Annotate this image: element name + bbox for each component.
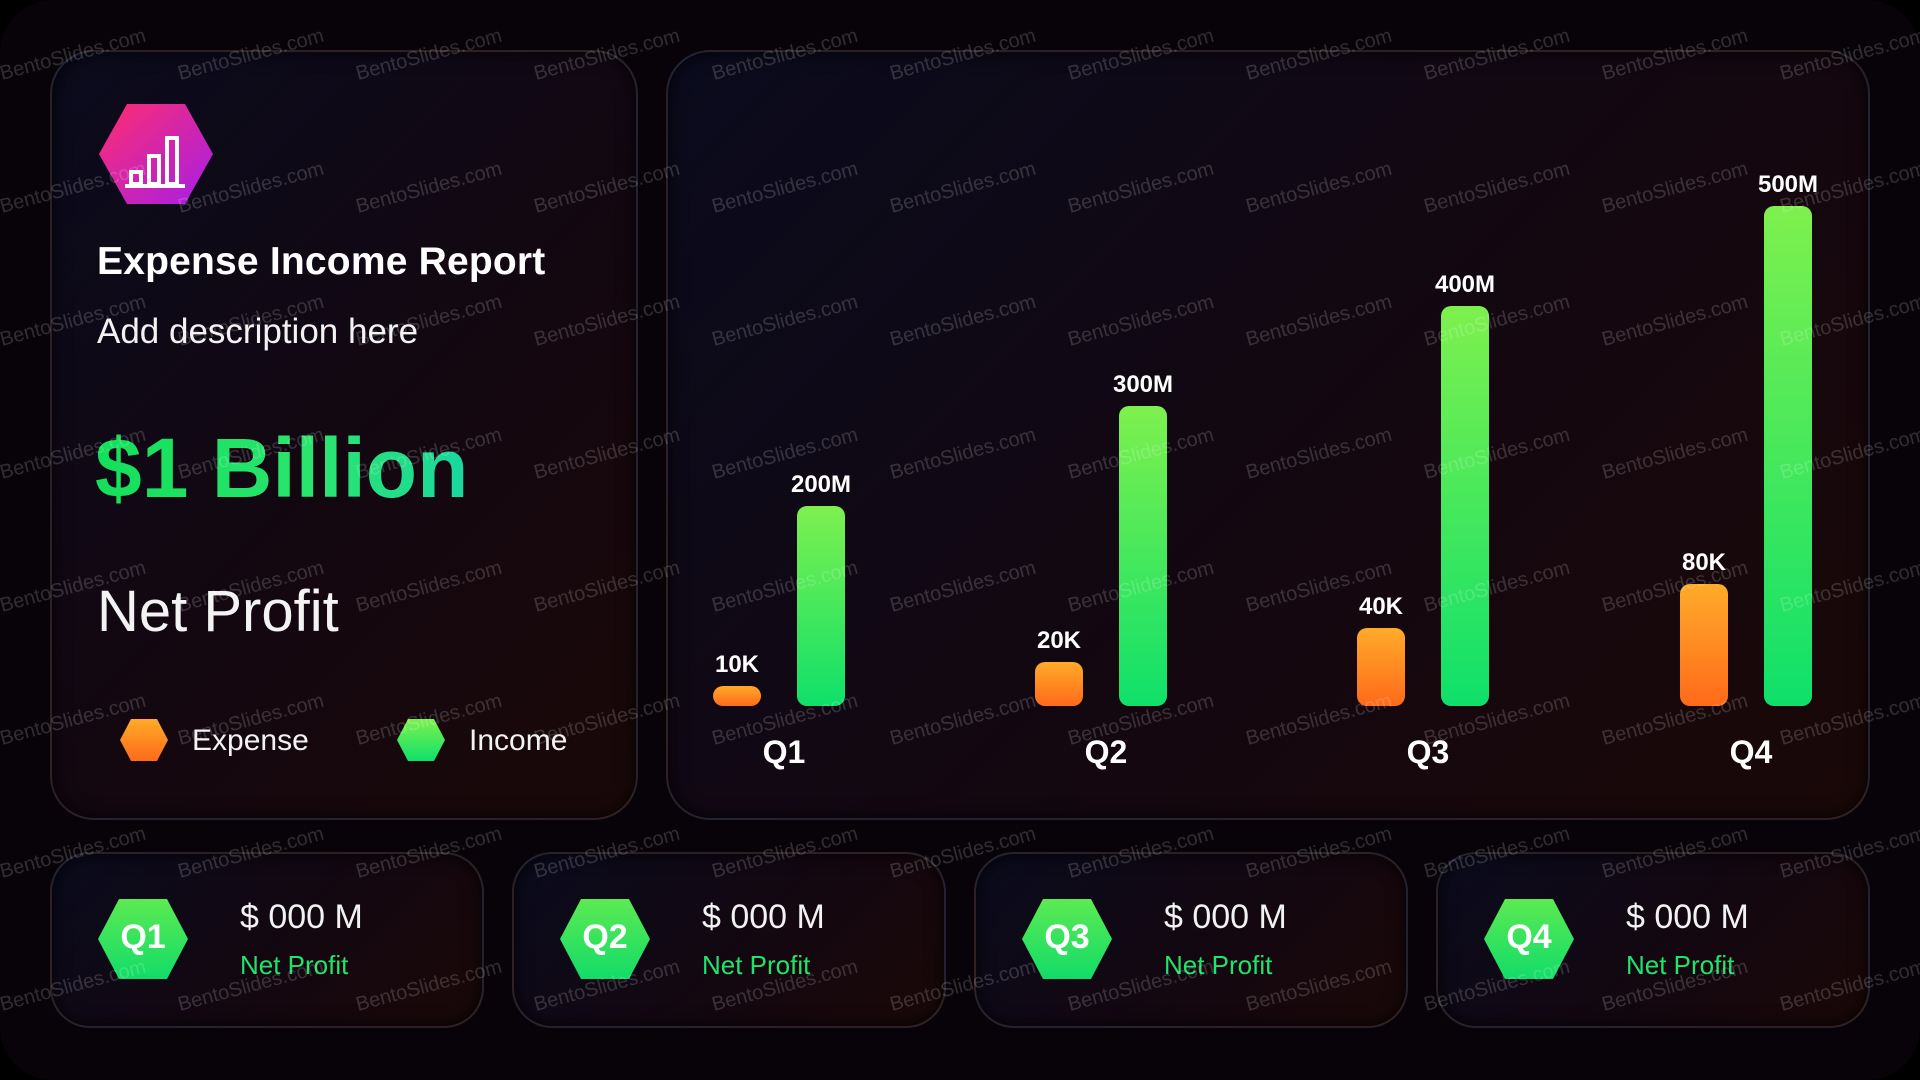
income-legend-label: Income [469, 724, 568, 757]
bar-income-q4 [1764, 206, 1812, 706]
net-profit-label: Net Profit [97, 579, 339, 644]
quarter-badge-icon [98, 899, 188, 979]
bar-income-q3 [1441, 306, 1489, 706]
x-tick-label-q3: Q3 [1407, 734, 1450, 770]
data-label-income-q1: 200M [791, 471, 851, 498]
x-tick-label-q4: Q4 [1730, 734, 1773, 770]
x-tick-label-q1: Q1 [763, 734, 806, 770]
bar-expense-q3 [1357, 628, 1405, 706]
bar-income-q2 [1119, 406, 1167, 706]
expense-legend-icon [120, 719, 168, 761]
bar-expense-q2 [1035, 662, 1083, 706]
data-label-income-q4: 500M [1758, 171, 1818, 198]
report-title: Expense Income Report [97, 240, 546, 283]
quarter-badge-icon [560, 899, 650, 979]
chart-card [666, 50, 1870, 820]
bar-income-q1 [797, 506, 845, 706]
bar-expense-q1 [713, 686, 761, 706]
quarter-badge-label: Q1 [120, 918, 166, 956]
quarter-net-profit-value: $ 000 M [702, 898, 825, 936]
quarter-net-profit-value: $ 000 M [240, 898, 363, 936]
expense-legend-label: Expense [192, 724, 309, 757]
quarter-net-profit-value: $ 000 M [1626, 898, 1749, 936]
quarter-badge-label: Q2 [582, 918, 628, 956]
report-description: Add description here [97, 312, 419, 351]
data-label-expense-q3: 40K [1359, 593, 1404, 620]
data-label-expense-q1: 10K [715, 651, 760, 678]
quarter-net-profit-label: Net Profit [1626, 950, 1735, 980]
data-label-income-q3: 400M [1435, 271, 1495, 298]
x-tick-label-q2: Q2 [1085, 734, 1128, 770]
quarter-net-profit-value: $ 000 M [1164, 898, 1287, 936]
data-label-expense-q4: 80K [1682, 549, 1727, 576]
quarter-net-profit-label: Net Profit [1164, 950, 1273, 980]
bar-expense-q4 [1680, 584, 1728, 706]
quarter-badge-label: Q4 [1506, 918, 1552, 956]
income-legend-icon [397, 719, 445, 761]
net-profit-value: $1 Billion [95, 421, 469, 515]
quarter-badge-icon [1022, 899, 1112, 979]
data-label-income-q2: 300M [1113, 371, 1173, 398]
quarter-net-profit-label: Net Profit [240, 950, 349, 980]
data-label-expense-q2: 20K [1037, 627, 1082, 654]
quarter-badge-label: Q3 [1044, 918, 1090, 956]
quarter-badge-icon [1484, 899, 1574, 979]
quarter-net-profit-label: Net Profit [702, 950, 811, 980]
bar-chart-icon [99, 104, 213, 204]
